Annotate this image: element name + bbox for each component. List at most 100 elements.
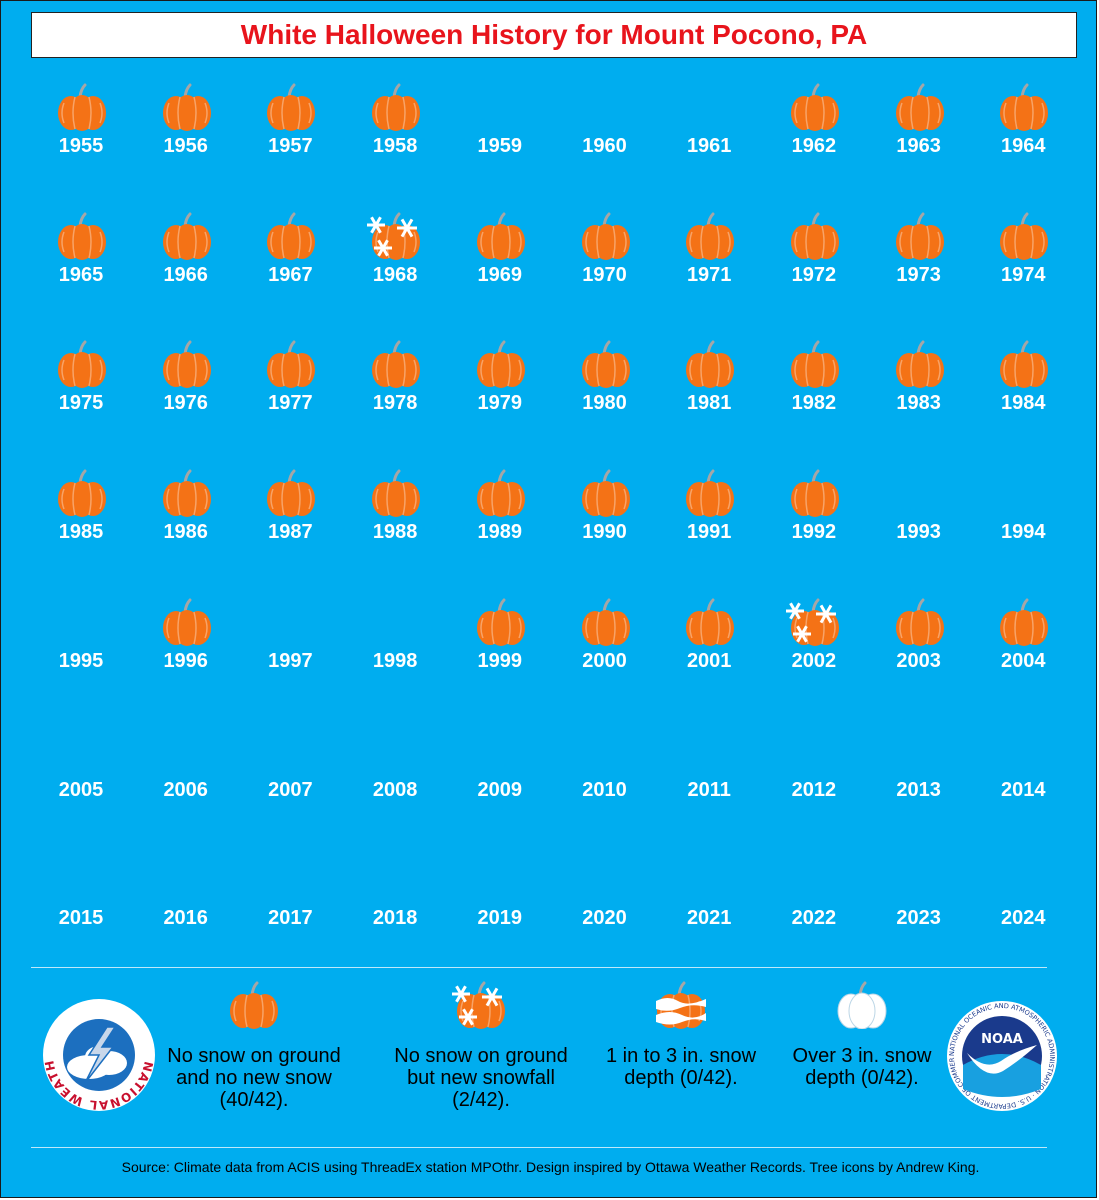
pumpkin-icon	[470, 598, 532, 646]
year-label: 1974	[1001, 263, 1046, 286]
year-label: 2005	[58, 778, 104, 801]
pumpkin-icon	[156, 212, 218, 260]
year-label: 1958	[372, 135, 418, 157]
year-cell: 1981	[657, 340, 761, 440]
year-label: 2021	[686, 907, 732, 930]
year-label: 1961	[686, 135, 732, 157]
snowy-pumpkin-icon	[365, 212, 427, 260]
year-cell: 1995	[29, 598, 133, 698]
year-label: 1971	[686, 263, 732, 286]
year-cell: 2022	[762, 855, 866, 955]
year-label: 1955	[58, 135, 104, 157]
year-cell: 2015	[29, 855, 133, 955]
year-cell: 1989	[448, 469, 552, 569]
year-label: 2024	[1001, 907, 1046, 930]
pumpkin-icon	[260, 340, 322, 389]
year-label: 2013	[896, 778, 941, 801]
year-cell: 1960	[553, 83, 657, 183]
noaa-label: NOAA	[981, 1032, 1023, 1047]
year-label: 1957	[268, 135, 313, 157]
pumpkin-icon	[679, 212, 741, 260]
year-cell: 1999	[448, 598, 552, 698]
pumpkin-icon	[679, 469, 741, 518]
pumpkin-icon	[784, 340, 846, 389]
year-cell: 1984	[971, 340, 1075, 440]
year-cell: 1978	[343, 340, 447, 440]
year-label: 1969	[477, 263, 523, 286]
pumpkin-icon	[365, 469, 427, 518]
year-label: 2016	[163, 907, 208, 930]
year-label: 1989	[477, 521, 523, 544]
year-cell: 1957	[238, 83, 342, 183]
year-label: 1998	[372, 649, 418, 672]
year-label: 1963	[896, 135, 941, 157]
year-label: 2003	[896, 649, 941, 672]
year-cell: 2021	[657, 855, 761, 955]
year-label: 2008	[372, 778, 418, 801]
year-cell: 2003	[867, 598, 971, 698]
year-cell: 2013	[867, 727, 971, 827]
legend-1-to-3-in: 1 in to 3 in. snow depth (0/42).	[601, 981, 761, 1089]
year-cell: 1994	[971, 469, 1075, 569]
year-cell: 1977	[238, 340, 342, 440]
pumpkin-icon	[889, 83, 951, 131]
year-cell: 1980	[553, 340, 657, 440]
year-cell: 1958	[343, 83, 447, 183]
year-label: 2004	[1001, 649, 1046, 672]
year-cell: 1955	[29, 83, 133, 183]
year-cell: 1962	[762, 83, 866, 183]
year-cell: 1993	[867, 469, 971, 569]
year-label: 1968	[372, 263, 418, 286]
year-label: 1997	[268, 649, 313, 672]
year-label: 1976	[163, 392, 208, 415]
pumpkin-icon	[51, 83, 113, 131]
year-cell: 2008	[343, 727, 447, 827]
year-cell: 1967	[238, 212, 342, 312]
year-label: 1993	[896, 521, 941, 544]
year-cell: 2012	[762, 727, 866, 827]
year-cell: 2005	[29, 727, 133, 827]
pumpkin-icon	[889, 598, 951, 646]
year-label: 1982	[791, 392, 837, 415]
year-label: 2019	[477, 907, 523, 930]
pumpkin-icon	[993, 598, 1055, 646]
year-label: 2001	[686, 649, 732, 672]
year-label: 2002	[791, 649, 837, 672]
year-cell: 2019	[448, 855, 552, 955]
year-cell: 2014	[971, 727, 1075, 827]
year-cell: 1976	[134, 340, 238, 440]
legend-label: Over 3 in. snow depth (0/42).	[792, 1045, 932, 1089]
year-label: 2011	[687, 778, 731, 801]
year-cell: 1988	[343, 469, 447, 569]
pumpkin-icon	[260, 469, 322, 518]
year-cell: 1959	[448, 83, 552, 183]
year-label: 2006	[163, 778, 208, 801]
year-cell: 2002	[762, 598, 866, 698]
year-label: 1977	[268, 392, 313, 415]
year-cell: 1992	[762, 469, 866, 569]
year-label: 1988	[372, 521, 418, 544]
year-cell: 2016	[134, 855, 238, 955]
pumpkin-icon	[679, 340, 741, 389]
year-cell: 1991	[657, 469, 761, 569]
white-pumpkin-icon	[831, 981, 893, 1030]
pumpkin-icon	[470, 212, 532, 260]
pumpkin-icon	[993, 83, 1055, 131]
pumpkin-icon	[51, 212, 113, 260]
pumpkin-icon	[575, 598, 637, 646]
year-cell: 1975	[29, 340, 133, 440]
year-label: 1987	[268, 521, 313, 544]
year-cell: 1974	[971, 212, 1075, 312]
pumpkin-icon	[365, 340, 427, 389]
year-label: 2023	[896, 907, 941, 930]
year-label: 1984	[1001, 392, 1046, 415]
year-cell: 1973	[867, 212, 971, 312]
pumpkin-icon	[156, 469, 218, 518]
legend-no-snow: No snow on ground and no new snow (40/42…	[159, 981, 349, 1111]
pumpkin-icon	[156, 83, 218, 131]
year-label: 1970	[582, 263, 627, 286]
year-label: 2007	[268, 778, 313, 801]
year-cell: 2023	[867, 855, 971, 955]
year-label: 2018	[372, 907, 418, 930]
